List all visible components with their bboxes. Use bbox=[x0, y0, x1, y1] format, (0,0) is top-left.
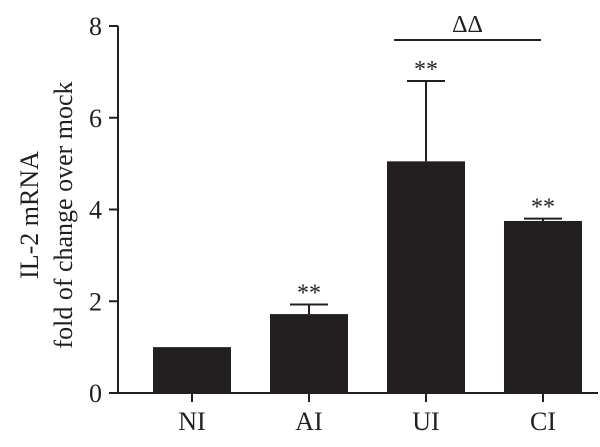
x-tick-label-ci: CI bbox=[530, 407, 556, 436]
y-tick-label-4: 4 bbox=[89, 196, 102, 225]
y-tick-label-0: 0 bbox=[89, 379, 102, 408]
bar-ni bbox=[153, 347, 231, 393]
significance-label-ci: ** bbox=[531, 195, 555, 221]
y-axis-title-line2: fold of change over mock bbox=[49, 81, 78, 348]
bar-ai bbox=[270, 314, 348, 393]
x-tick-label-ai: AI bbox=[295, 407, 322, 436]
y-tick-label-6: 6 bbox=[89, 104, 102, 133]
x-tick-label-ni: NI bbox=[178, 407, 205, 436]
bar-ui bbox=[387, 161, 465, 393]
x-tick-label-ui: UI bbox=[412, 407, 439, 436]
y-tick-label-8: 8 bbox=[89, 12, 102, 41]
y-axis-title: IL-2 mRNA fold of change over mock bbox=[15, 81, 78, 348]
bar-ci bbox=[504, 220, 582, 393]
plot-area: 0 2 4 6 8 NI AI UI CI ** ** ** ΔΔ bbox=[89, 12, 598, 436]
significance-label-ui: ** bbox=[414, 57, 438, 83]
significance-label-ai: ** bbox=[297, 280, 321, 306]
y-tick-label-2: 2 bbox=[89, 287, 102, 316]
comparison-label: ΔΔ bbox=[452, 12, 483, 38]
y-axis-title-line1: IL-2 mRNA bbox=[15, 151, 44, 279]
